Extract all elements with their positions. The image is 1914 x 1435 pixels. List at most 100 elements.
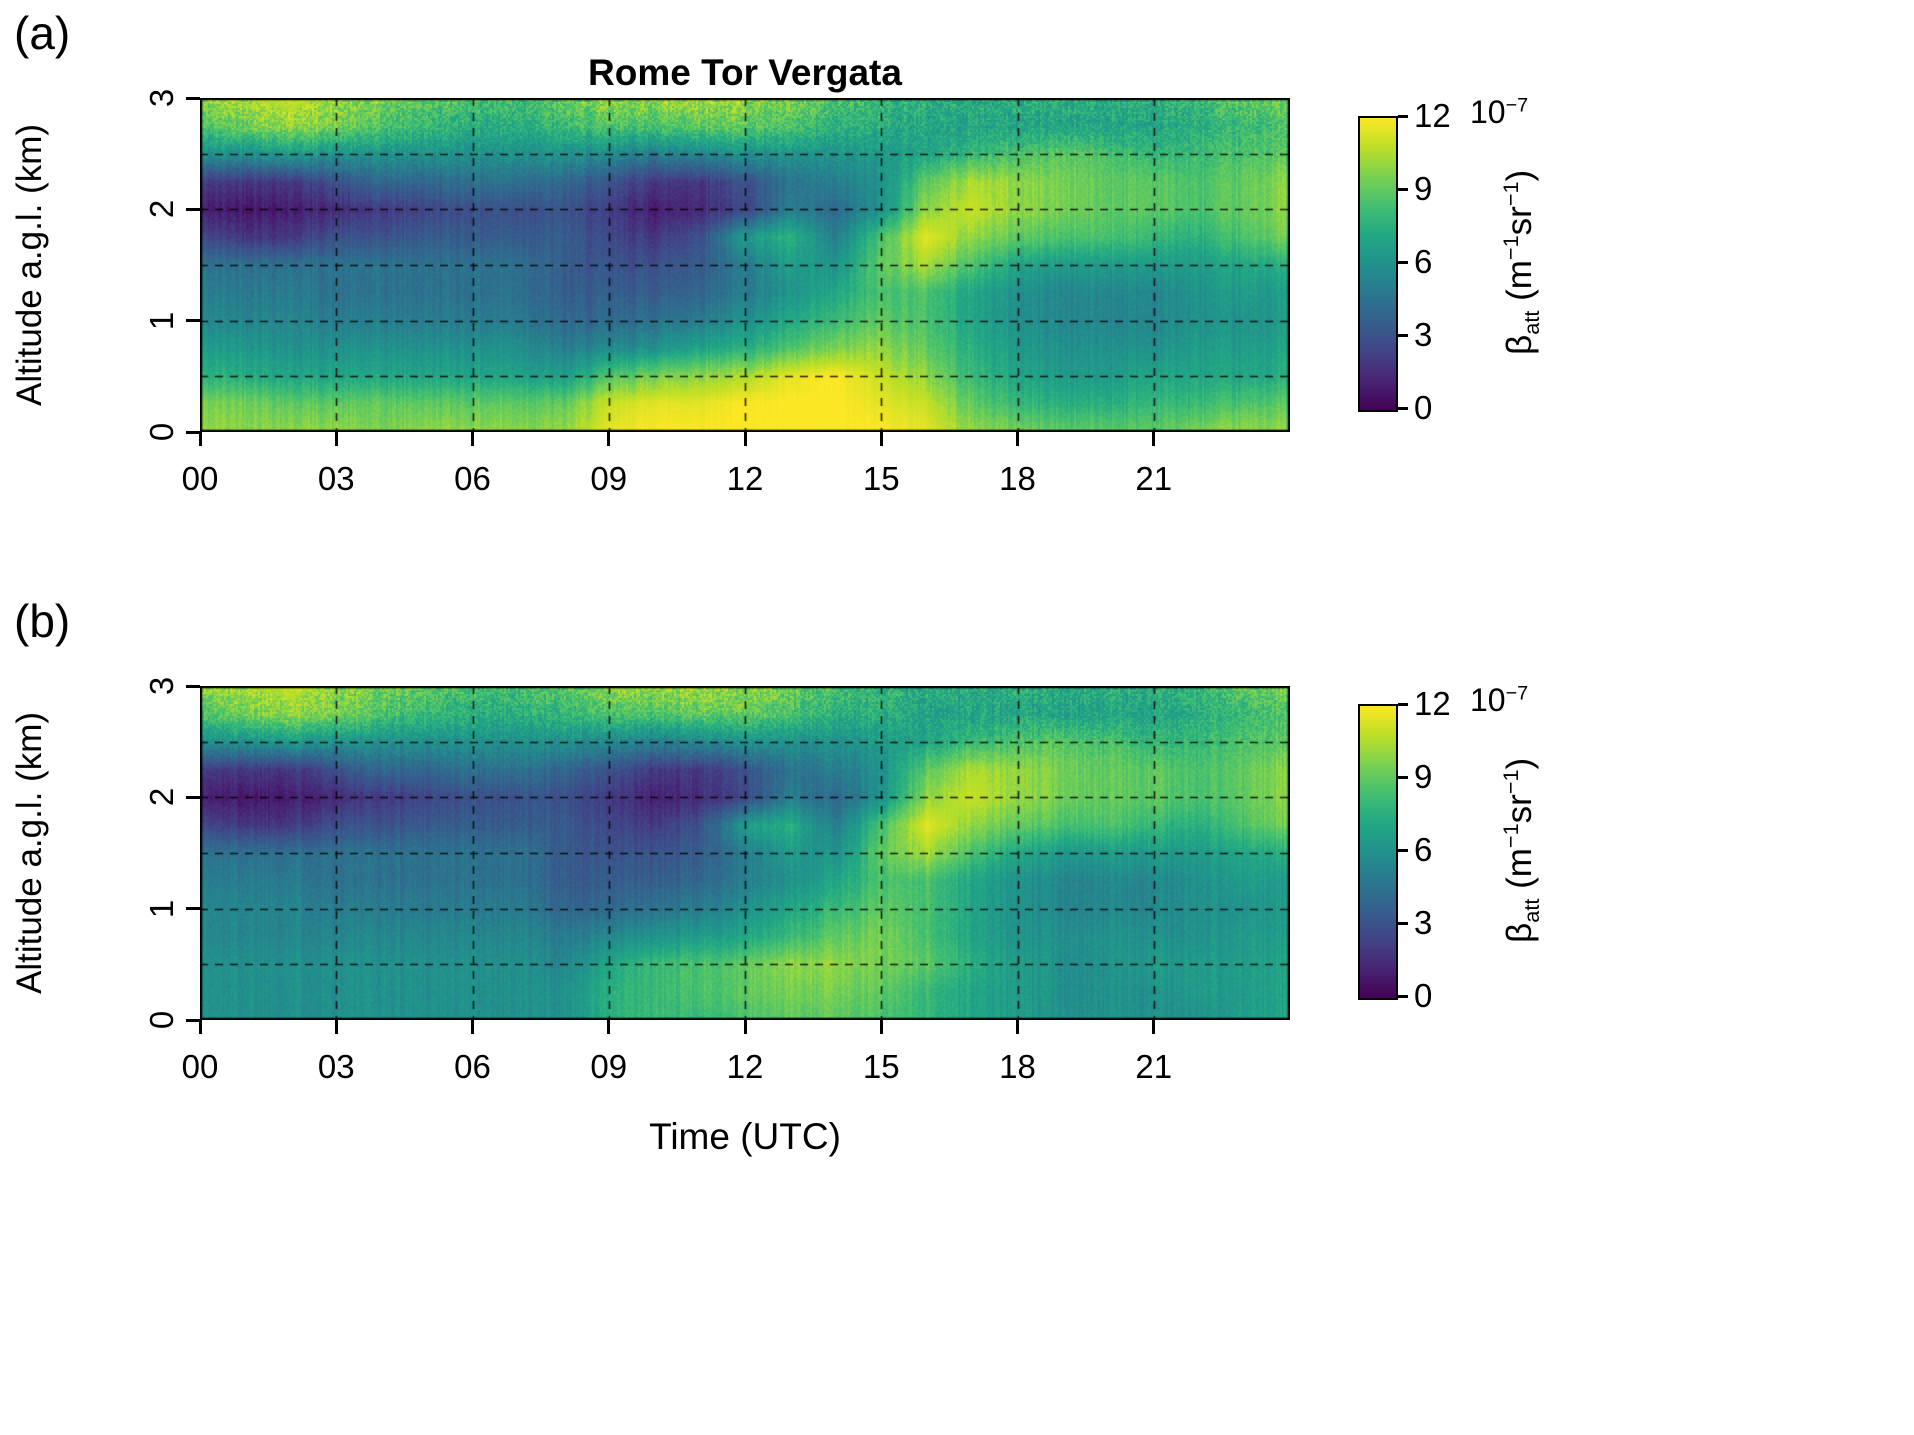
plot-title: Rome Tor Vergata	[588, 52, 902, 93]
x-tick-label: 18	[999, 460, 1036, 497]
y-tick-label: 0	[142, 1010, 180, 1030]
x-tick-mark	[471, 432, 474, 446]
colorbar-tick-mark	[1398, 702, 1408, 706]
x-tick-label: 06	[454, 1048, 491, 1085]
x-tick-label: 03	[317, 1048, 355, 1085]
x-tick-label: 06	[454, 460, 491, 497]
colorbar-tick-label: 12	[1414, 685, 1451, 722]
x-tick-label: 21	[1135, 460, 1173, 497]
x-tick-mark	[1016, 432, 1019, 446]
y-tick-mark	[186, 430, 200, 434]
y-tick-label: 3	[142, 88, 180, 108]
heatmap-panel-b	[200, 686, 1290, 1020]
y-axis-title-b-text: Altitude a.g.l. (km)	[10, 711, 50, 995]
colorbar-tick-label: 3	[1414, 904, 1433, 941]
unit-mid: sr	[1500, 205, 1540, 235]
y-axis-title-a: Altitude a.g.l. (km)	[4, 98, 56, 432]
beta-subscript: att	[1519, 310, 1545, 335]
heatmap-panel-a	[200, 98, 1290, 432]
colorbar-tick-mark	[1398, 333, 1408, 337]
panel-a-label: (a)	[14, 7, 71, 59]
colorbar-tick-label: 0	[1414, 977, 1433, 1014]
x-tick-label: 15	[862, 1048, 900, 1085]
x-tick-mark	[743, 432, 747, 446]
y-tick-label: 2	[142, 200, 180, 219]
y-tick-label: 1	[142, 311, 180, 330]
x-tick-mark	[879, 432, 883, 446]
colorbar-tick-label: 9	[1414, 758, 1433, 795]
x-tick-label: 09	[590, 1048, 628, 1085]
x-tick-label: 00	[181, 1048, 219, 1085]
x-tick-mark	[334, 1020, 338, 1034]
colorbar-tick-label: 6	[1414, 243, 1433, 280]
colorbar-a-title-text: βatt (m−1sr−1)	[1499, 169, 1546, 354]
y-axis-title-a-text: Altitude a.g.l. (km)	[10, 123, 50, 407]
colorbar-tick-label: 0	[1414, 389, 1433, 426]
x-tick-label: 21	[1135, 1048, 1173, 1085]
colorbar-tick-mark	[1398, 406, 1408, 410]
y-tick-label: 2	[142, 788, 180, 807]
colorbar-b-title: βatt (m−1sr−1)	[1494, 684, 1550, 1016]
unit-exp1: −1	[1498, 823, 1524, 848]
y-tick-mark	[186, 795, 200, 799]
colorbar-tick-mark	[1398, 187, 1408, 191]
y-tick-mark	[186, 319, 200, 323]
x-tick-label: 09	[590, 460, 628, 497]
colorbar-tick-label: 12	[1414, 97, 1451, 134]
unit-close: )	[1500, 757, 1540, 770]
colorbar-a-title: βatt (m−1sr−1)	[1494, 96, 1550, 428]
x-tick-label: 03	[317, 460, 355, 497]
x-tick-mark	[198, 1020, 202, 1034]
multiplier-base: 10	[1470, 94, 1506, 130]
multiplier-base: 10	[1470, 682, 1506, 718]
colorbar-a	[1358, 116, 1398, 412]
unit-exp2: −1	[1498, 769, 1524, 794]
unit-exp1: −1	[1498, 235, 1524, 260]
beta-symbol: β	[1500, 334, 1540, 355]
colorbar-b	[1358, 704, 1398, 1000]
x-tick-label: 00	[181, 460, 219, 497]
beta-symbol: β	[1500, 922, 1540, 943]
x-tick-mark	[471, 1020, 474, 1034]
x-tick-mark	[1152, 432, 1156, 446]
y-axis-title-b: Altitude a.g.l. (km)	[4, 686, 56, 1020]
unit-open: (m	[1500, 259, 1540, 311]
x-tick-mark	[743, 1020, 747, 1034]
colorbar-b-title-text: βatt (m−1sr−1)	[1499, 757, 1546, 942]
x-axis-title: Time (UTC)	[649, 1116, 841, 1157]
unit-mid: sr	[1500, 793, 1540, 823]
y-tick-label: 1	[142, 899, 180, 918]
colorbar-tick-label: 3	[1414, 316, 1433, 353]
y-tick-mark	[186, 1018, 200, 1022]
colorbar-tick-label: 9	[1414, 170, 1433, 207]
x-tick-label: 18	[999, 1048, 1036, 1085]
x-tick-mark	[198, 432, 202, 446]
x-tick-label: 12	[726, 460, 764, 497]
colorbar-tick-mark	[1398, 114, 1408, 118]
colorbar-b-multiplier: 10−7	[1470, 682, 1528, 719]
unit-exp2: −1	[1498, 181, 1524, 206]
beta-subscript: att	[1519, 898, 1545, 923]
x-tick-mark	[1016, 1020, 1019, 1034]
x-tick-mark	[607, 432, 611, 446]
y-tick-mark	[186, 907, 200, 911]
y-tick-label: 0	[142, 422, 180, 442]
colorbar-tick-mark	[1398, 921, 1408, 925]
x-tick-mark	[334, 432, 338, 446]
multiplier-exponent: −7	[1505, 94, 1529, 117]
y-tick-label: 3	[142, 676, 180, 696]
colorbar-tick-mark	[1398, 775, 1408, 779]
unit-close: )	[1500, 169, 1540, 182]
x-tick-mark	[607, 1020, 611, 1034]
colorbar-tick-mark	[1398, 848, 1408, 852]
panel-b-label: (b)	[14, 595, 71, 647]
colorbar-a-multiplier: 10−7	[1470, 94, 1528, 131]
y-tick-mark	[186, 684, 200, 688]
x-tick-mark	[1152, 1020, 1156, 1034]
y-tick-mark	[186, 207, 200, 211]
multiplier-exponent: −7	[1505, 682, 1529, 705]
x-tick-label: 12	[726, 1048, 764, 1085]
y-tick-mark	[186, 96, 200, 100]
x-tick-label: 15	[862, 460, 900, 497]
